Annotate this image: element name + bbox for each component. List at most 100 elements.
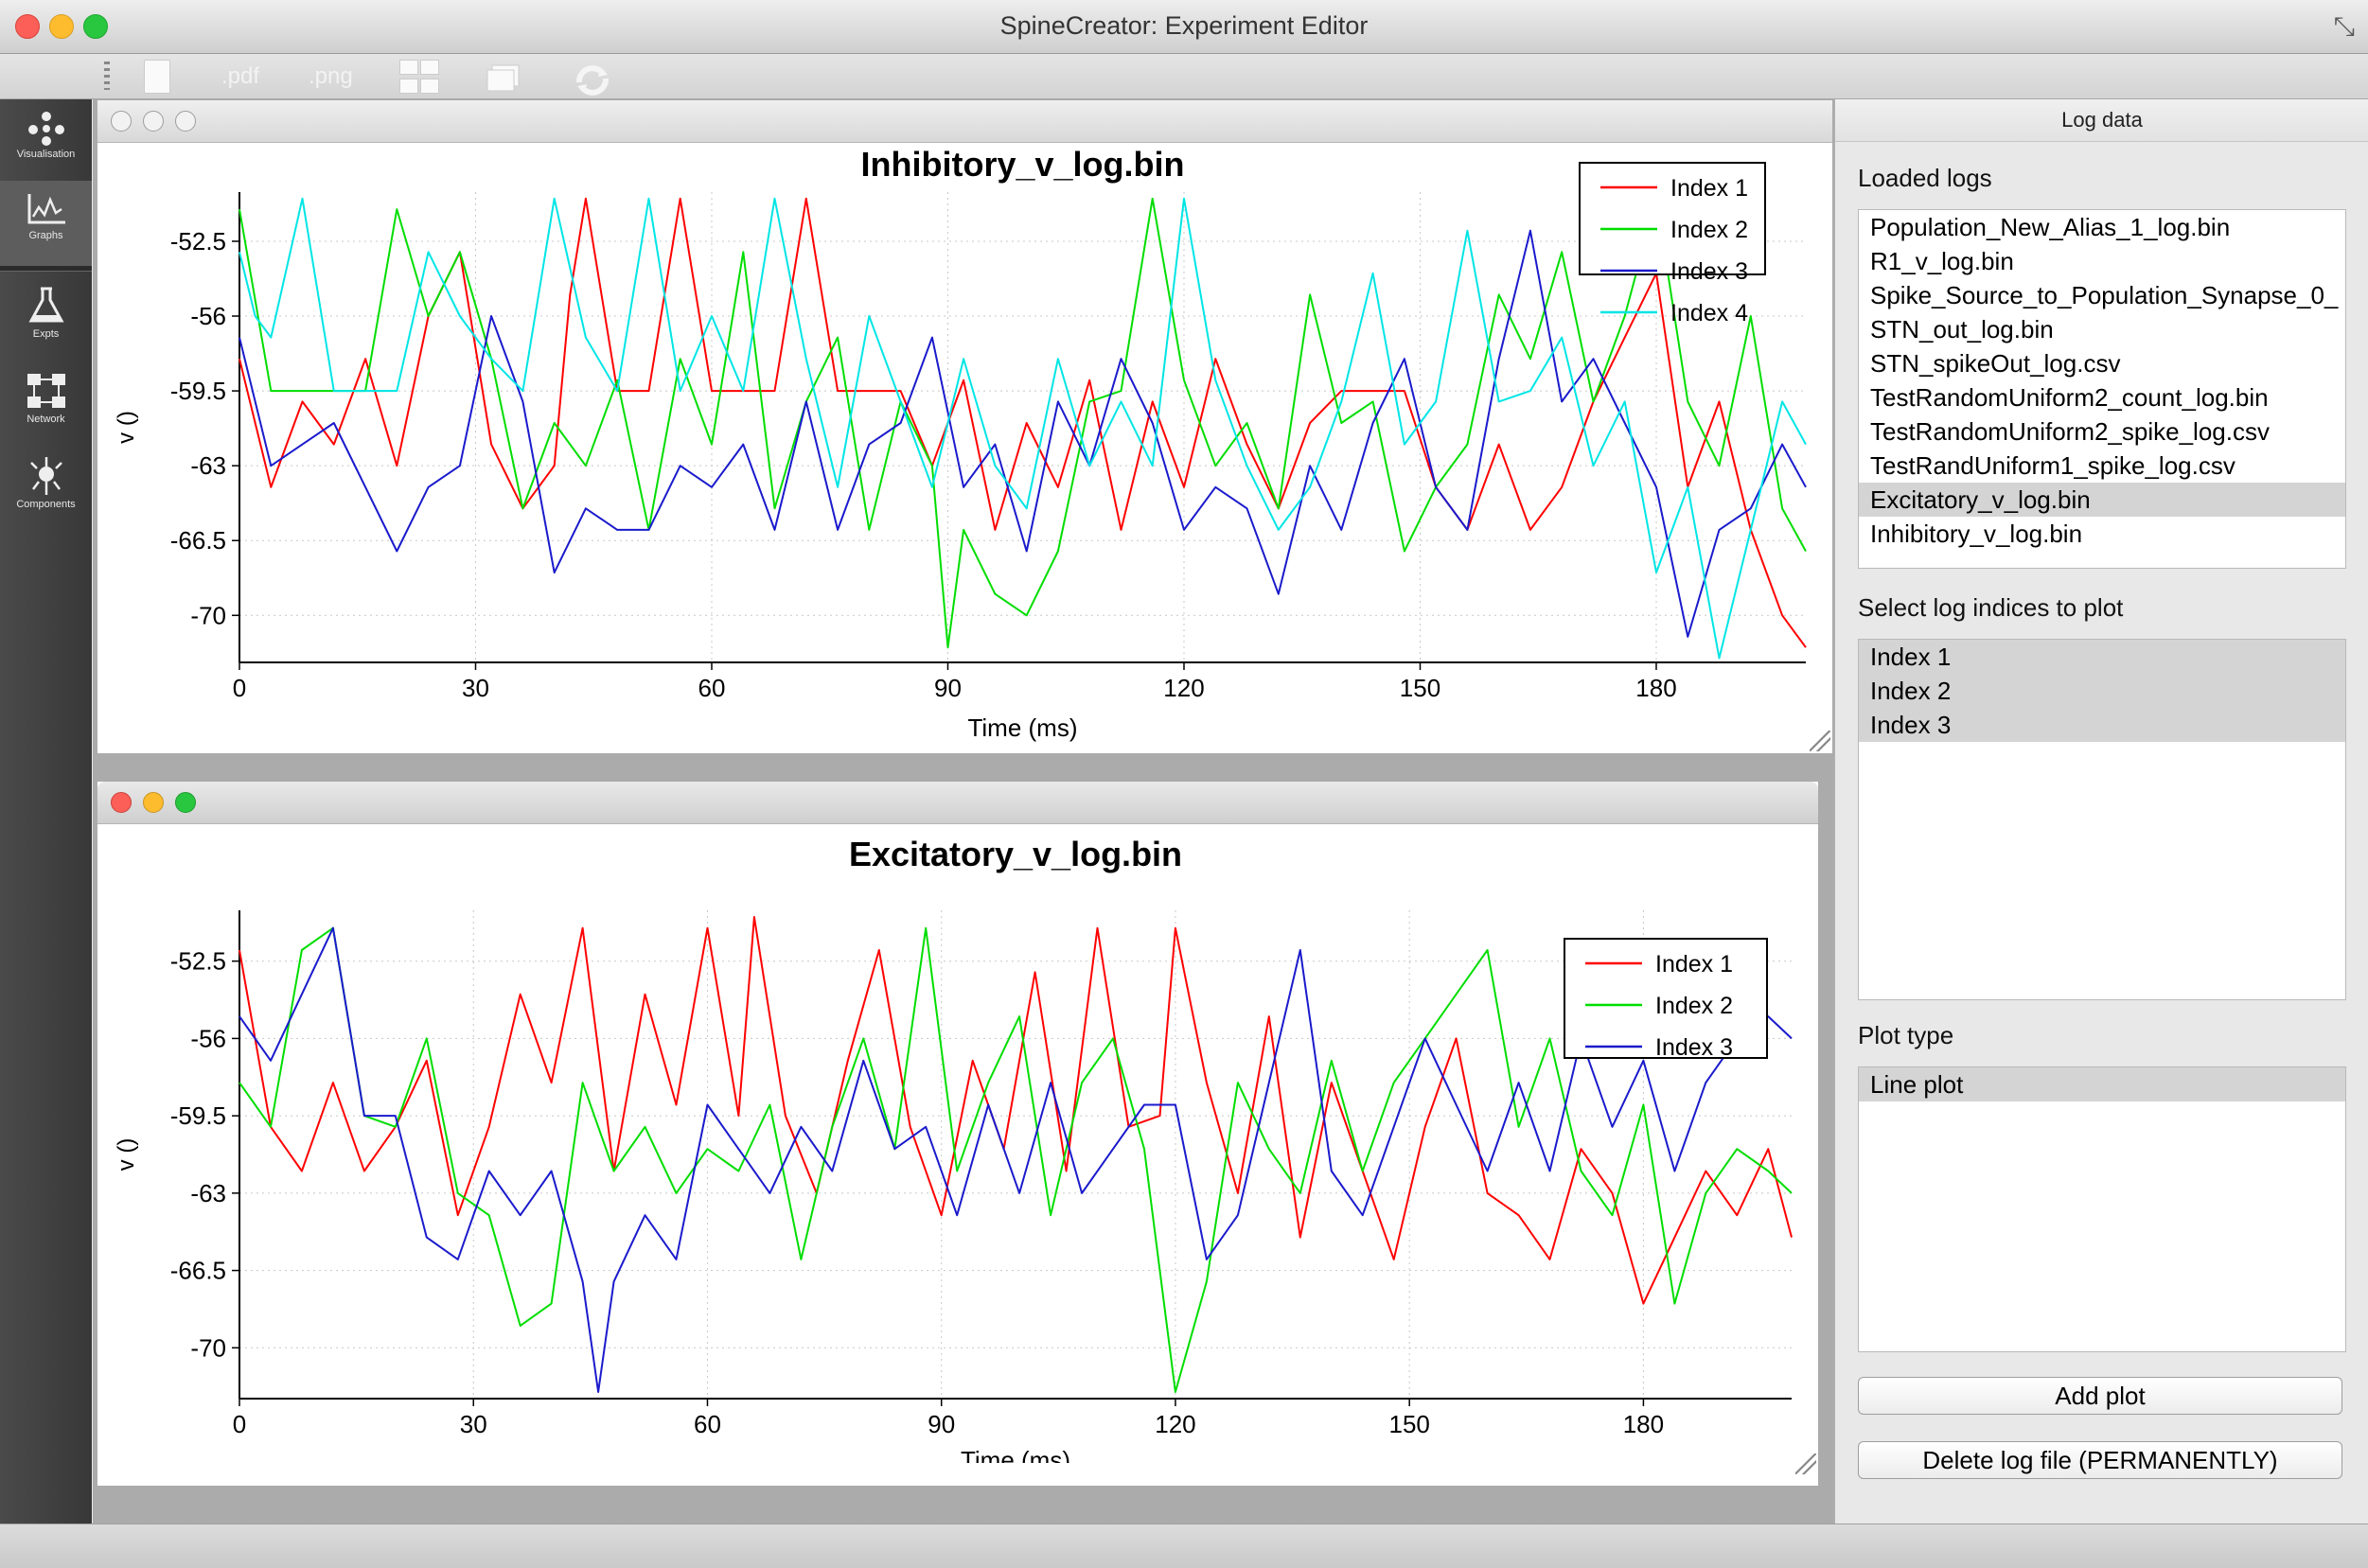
tile-windows-icon[interactable] xyxy=(399,60,439,94)
legend-label: Index 2 xyxy=(1670,217,1748,243)
series-line xyxy=(239,916,1793,1305)
index-item[interactable]: Index 3 xyxy=(1859,708,2345,742)
list-item[interactable]: TestRandomUniform2_count_log.bin xyxy=(1870,383,2269,412)
sidebar-item-graphs[interactable]: Graphs xyxy=(0,181,92,266)
y-tick-label: -63 xyxy=(190,451,226,480)
x-tick-label: 0 xyxy=(233,1410,246,1438)
fullscreen-icon[interactable]: ⤡ xyxy=(2333,11,2355,41)
close-subwindow-button[interactable] xyxy=(111,792,132,813)
cascade-windows-graphic xyxy=(486,64,520,92)
maximize-subwindow-button[interactable] xyxy=(175,792,196,813)
sidebar-item-visualisation[interactable]: Visualisation xyxy=(0,99,92,185)
y-tick-label: -66.5 xyxy=(170,526,226,555)
list-item[interactable]: STN_out_log.bin xyxy=(1870,315,2054,344)
chart-legend: Index 1 Index 2 Index 3 xyxy=(1564,938,1768,1061)
loaded-logs-label: Loaded logs xyxy=(1858,164,1992,192)
log-data-panel: Log data Loaded logs Population_New_Alia… xyxy=(1834,99,2368,1524)
x-tick-label: 180 xyxy=(1635,674,1676,702)
indices-label: Select log indices to plot xyxy=(1858,593,2124,622)
chart-legend: Index 1 Index 2 Index 3 Index 4 xyxy=(1579,162,1766,326)
export-png-button[interactable]: .png xyxy=(309,63,353,89)
series-line xyxy=(239,926,1793,1393)
excitatory-chart[interactable]: Excitatory_v_log.bin 0 30 60 90 120 150 180 -52.… xyxy=(97,823,1818,1463)
refresh-icon[interactable] xyxy=(572,62,613,96)
legend-label: Index 4 xyxy=(1670,300,1748,326)
series-line xyxy=(239,229,1807,638)
legend-box xyxy=(1564,938,1768,1059)
loaded-logs-list[interactable]: Population_New_Alias_1_log.bin R1_v_log.… xyxy=(1858,209,2346,569)
minimize-subwindow-button[interactable] xyxy=(143,792,164,813)
graphs-icon xyxy=(27,194,65,224)
zoom-window-button[interactable] xyxy=(83,14,108,39)
index-item[interactable]: Index 1 xyxy=(1859,640,2345,674)
y-tick-label: -52.5 xyxy=(170,947,226,976)
sidebar-item-label: Expts xyxy=(32,328,60,340)
y-axis-label: v () xyxy=(114,1138,139,1172)
delete-log-button[interactable]: Delete log file (PERMANENTLY) xyxy=(1858,1441,2342,1479)
plot-type-item[interactable]: Line plot xyxy=(1859,1067,2345,1101)
window-title: SpineCreator: Experiment Editor xyxy=(999,11,1369,40)
sidebar-item-expts[interactable]: Expts xyxy=(0,275,92,361)
cascade-windows-icon[interactable] xyxy=(485,62,522,92)
minimize-window-button[interactable] xyxy=(49,14,74,39)
minimize-subwindow-button[interactable] xyxy=(143,111,164,132)
new-document-icon[interactable] xyxy=(144,60,170,94)
x-tick-label: 90 xyxy=(928,1410,955,1438)
sidebar-item-label: Network xyxy=(27,414,65,425)
x-tick-label: 150 xyxy=(1388,1410,1429,1438)
list-item[interactable]: R1_v_log.bin xyxy=(1870,247,2014,275)
list-item[interactable]: TestRandomUniform2_spike_log.csv xyxy=(1870,417,2270,446)
list-item-selected[interactable]: Excitatory_v_log.bin xyxy=(1859,483,2345,517)
y-axis-label: v () xyxy=(114,411,139,444)
y-tick-label: -63 xyxy=(190,1179,226,1207)
x-tick-label: 150 xyxy=(1400,674,1440,702)
components-icon xyxy=(29,457,62,495)
legend-label: Index 3 xyxy=(1655,1034,1733,1061)
list-item[interactable]: Spike_Source_to_Population_Synapse_0_ xyxy=(1870,281,2339,309)
x-axis-label: Time (ms) xyxy=(961,1446,1070,1463)
export-pdf-button[interactable]: .pdf xyxy=(221,63,260,89)
close-window-button[interactable] xyxy=(15,14,40,39)
visualisation-icon xyxy=(27,112,64,146)
toolbar-grip-icon[interactable] xyxy=(104,62,110,90)
tile-cell xyxy=(420,79,439,94)
list-item[interactable]: TestRandUniform1_spike_log.csv xyxy=(1870,451,2235,480)
legend-label: Index 3 xyxy=(1670,258,1748,285)
tile-cell xyxy=(420,60,439,75)
close-subwindow-button[interactable] xyxy=(111,111,132,132)
x-tick-label: 180 xyxy=(1623,1410,1664,1438)
inhibitory-window-titlebar xyxy=(97,100,1832,143)
maximize-subwindow-button[interactable] xyxy=(175,111,196,132)
tile-cell xyxy=(399,79,418,94)
add-plot-button[interactable]: Add plot xyxy=(1858,1377,2342,1415)
index-item[interactable]: Index 2 xyxy=(1859,674,2345,708)
y-tick-label: -70 xyxy=(190,1333,226,1362)
list-item[interactable]: STN_spikeOut_log.csv xyxy=(1870,349,2121,378)
x-tick-label: 30 xyxy=(460,1410,487,1438)
chart-title: Excitatory_v_log.bin xyxy=(849,835,1182,873)
list-item[interactable]: Inhibitory_v_log.bin xyxy=(1870,520,2083,548)
toolbar: .pdf .png xyxy=(0,54,2368,99)
list-item[interactable]: Population_New_Alias_1_log.bin xyxy=(1870,213,2231,241)
x-axis-label: Time (ms) xyxy=(967,714,1077,742)
x-tick-label: 120 xyxy=(1155,1410,1195,1438)
x-tick-label: 0 xyxy=(233,674,246,702)
resize-grip-icon[interactable] xyxy=(1810,731,1830,751)
legend-label: Index 2 xyxy=(1655,993,1733,1019)
y-tick-label: -59.5 xyxy=(170,377,226,405)
excitatory-plot-window: Excitatory_v_log.bin 0 30 60 90 120 150 180 -52.… xyxy=(97,782,1818,1486)
x-tick-label: 60 xyxy=(698,674,726,702)
plot-type-list[interactable]: Line plot xyxy=(1858,1066,2346,1352)
y-tick-label: -52.5 xyxy=(170,227,226,255)
sidebar-item-network[interactable]: Network xyxy=(0,361,92,446)
resize-grip-icon[interactable] xyxy=(1795,1453,1816,1474)
inhibitory-chart[interactable]: Inhibitory_v_log.bin 0 30 60 90 120 150 180 -52.… xyxy=(97,142,1832,753)
sidebar: Visualisation Graphs Expts Network Compo… xyxy=(0,99,92,1524)
chart-title: Inhibitory_v_log.bin xyxy=(860,145,1184,184)
sidebar-item-components[interactable]: Components xyxy=(0,446,92,531)
series-line xyxy=(239,197,1807,660)
sidebar-item-label: Graphs xyxy=(28,230,63,241)
log-indices-list[interactable]: Index 1 Index 2 Index 3 xyxy=(1858,639,2346,1000)
x-tick-label: 120 xyxy=(1163,674,1204,702)
y-tick-label: -56 xyxy=(190,302,226,330)
